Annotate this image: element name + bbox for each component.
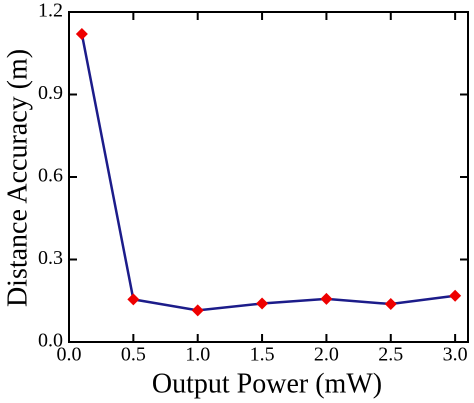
marker — [384, 298, 397, 311]
marker — [191, 304, 204, 317]
x-tick-label: 2.5 — [378, 344, 403, 366]
marker — [75, 28, 88, 40]
x-tick-label: 3.0 — [443, 344, 468, 366]
marker — [127, 293, 140, 306]
y-tick-label: 1.2 — [38, 0, 63, 22]
x-axis-label: Output Power (mW) — [152, 368, 382, 399]
x-tick-label: 1.5 — [250, 344, 275, 366]
y-tick-label: 0.3 — [38, 247, 63, 269]
x-tick-label: 2.0 — [314, 344, 339, 366]
plot-frame — [68, 11, 469, 343]
marker — [320, 292, 333, 305]
marker — [256, 297, 269, 310]
x-tick-label: 0.5 — [121, 344, 146, 366]
line — [80, 33, 456, 312]
marker — [449, 289, 462, 302]
y-tick-label: 0.0 — [38, 330, 63, 352]
y-tick-label: 0.6 — [38, 165, 63, 187]
x-tick-label: 0.0 — [57, 344, 82, 366]
y-axis-label: Distance Accuracy (m) — [2, 49, 33, 307]
x-tick-label: 1.0 — [185, 344, 210, 366]
y-tick-label: 0.9 — [38, 82, 63, 104]
